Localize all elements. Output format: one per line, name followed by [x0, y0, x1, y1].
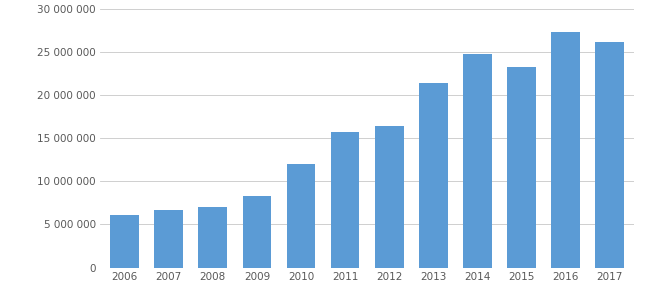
Bar: [199, 207, 227, 268]
Bar: [419, 83, 448, 268]
Bar: [551, 32, 580, 268]
Bar: [287, 164, 315, 268]
Bar: [155, 210, 183, 268]
Bar: [595, 42, 624, 268]
Bar: [331, 132, 360, 268]
Bar: [507, 67, 536, 268]
Bar: [110, 215, 139, 268]
Bar: [243, 196, 271, 268]
Bar: [463, 54, 492, 268]
Bar: [375, 126, 404, 268]
